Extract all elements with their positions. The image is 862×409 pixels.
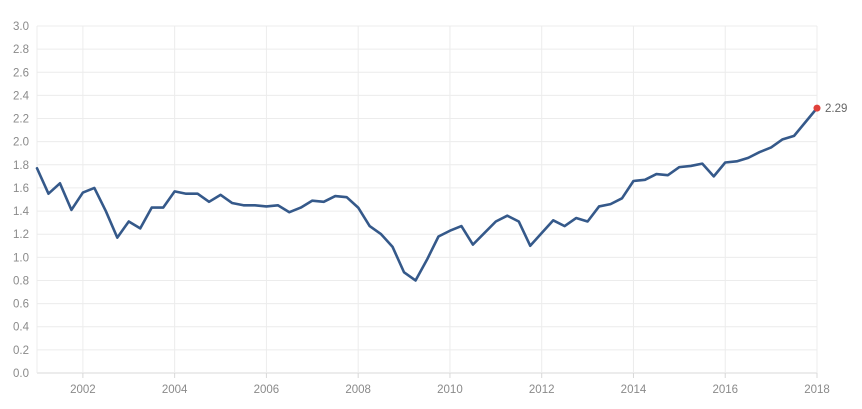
y-tick-label: 1.8 (13, 160, 29, 172)
x-tick-label: 2002 (70, 384, 96, 396)
y-tick-label: 0.8 (13, 275, 29, 287)
x-tick-label: 2010 (437, 384, 463, 396)
y-tick-label: 1.0 (13, 252, 29, 264)
x-axis: 2002 2004 2006 2008 2010 2012 2014 2016 2018 (70, 384, 830, 396)
x-tick-label: 2018 (804, 384, 830, 396)
y-tick-label: 1.2 (13, 229, 29, 241)
x-tick-label: 2012 (529, 384, 555, 396)
y-tick-label: 2.6 (13, 67, 29, 79)
series-group (35, 106, 819, 282)
y-tick-label: 3.0 (13, 21, 29, 33)
series-line (35, 106, 819, 282)
y-tick-label: 1.6 (13, 183, 29, 195)
y-tick-label: 2.4 (13, 90, 30, 102)
x-tick-label: 2004 (162, 384, 188, 396)
y-tick-label: 2.0 (13, 137, 29, 149)
x-tick-label: 2014 (621, 384, 647, 396)
grid (36, 25, 818, 378)
y-tick-label: 0.6 (13, 299, 29, 311)
y-tick-label: 0.0 (13, 368, 29, 380)
x-tick-label: 2008 (345, 384, 371, 396)
y-tick-label: 2.8 (13, 44, 29, 56)
y-tick-label: 1.4 (13, 206, 30, 218)
y-tick-label: 0.2 (13, 345, 29, 357)
end-point-marker (813, 104, 821, 112)
y-tick-label: 2.2 (13, 114, 29, 126)
x-tick-label: 2006 (254, 384, 280, 396)
x-tick-label: 2016 (712, 384, 738, 396)
y-tick-label: 0.4 (13, 322, 30, 334)
y-axis: 0.0 0.2 0.4 0.6 0.8 1.0 1.2 1.4 1.6 1.8 2.0 2.2 2.4 2… (13, 21, 30, 380)
end-marker-group: 2.29 (813, 103, 847, 115)
end-value-label: 2.29 (825, 103, 847, 115)
